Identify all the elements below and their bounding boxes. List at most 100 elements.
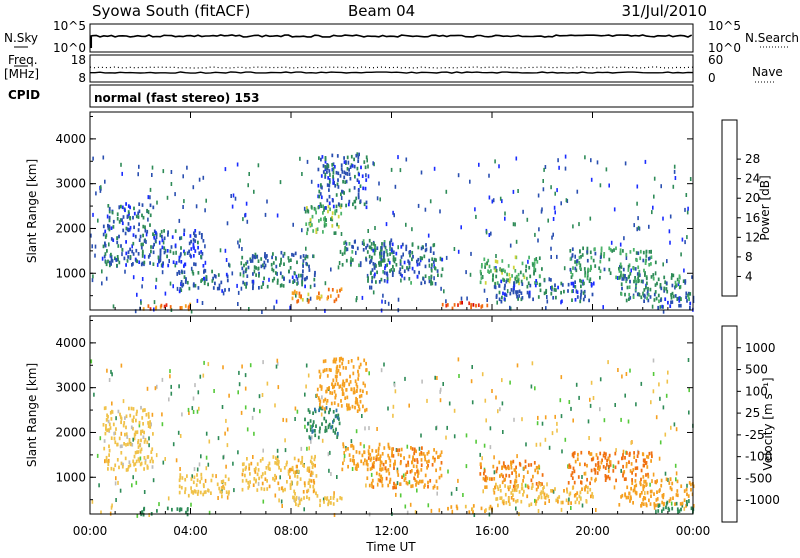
scatter-cell xyxy=(435,426,437,431)
region-cell xyxy=(621,493,624,498)
scatter-cell xyxy=(340,196,343,200)
region-cell xyxy=(335,297,338,302)
region-cell xyxy=(523,275,526,280)
region-cell xyxy=(327,204,330,209)
freq-left-tick-bottom: 8 xyxy=(78,71,86,85)
region-cell xyxy=(486,261,488,265)
region-cell xyxy=(383,255,385,260)
region-cell xyxy=(573,469,576,474)
region-cell xyxy=(493,477,496,481)
region-cell xyxy=(386,253,389,257)
region-cell xyxy=(526,276,528,281)
region-cell xyxy=(335,414,338,418)
region-cell xyxy=(317,167,320,172)
region-cell xyxy=(486,303,489,308)
scatter-cell xyxy=(112,304,115,309)
scatter-cell xyxy=(170,384,172,389)
region-cell xyxy=(378,261,380,265)
region-cell xyxy=(125,202,127,206)
region-cell xyxy=(251,259,254,263)
region-cell xyxy=(142,224,145,229)
region-cell xyxy=(201,233,203,237)
scatter-cell xyxy=(683,506,686,511)
region-cell xyxy=(117,409,120,414)
region-cell xyxy=(639,249,642,254)
cpid-strip: normal (fast stereo) 153 xyxy=(89,84,694,108)
scatter-cell xyxy=(642,484,644,489)
region-cell xyxy=(588,279,591,283)
region-cell xyxy=(138,222,140,227)
region-cell xyxy=(584,270,587,275)
region-cell xyxy=(589,487,592,492)
region-cell xyxy=(486,476,489,481)
region-cell xyxy=(589,277,592,281)
region-cell xyxy=(184,487,187,491)
region-cell xyxy=(626,285,629,290)
scatter-cell xyxy=(556,188,558,193)
region-cell xyxy=(608,246,611,251)
region-cell xyxy=(508,272,511,277)
scatter-cell xyxy=(276,448,279,453)
region-cell xyxy=(335,427,337,432)
region-cell xyxy=(356,178,359,182)
scatter-cell xyxy=(514,222,516,227)
region-cell xyxy=(147,304,150,308)
region-cell xyxy=(122,228,125,233)
region-cell xyxy=(132,459,135,464)
region-cell xyxy=(417,245,420,250)
region-cell xyxy=(283,276,285,281)
region-cell xyxy=(523,489,525,494)
region-cell xyxy=(399,267,402,271)
region-cell xyxy=(277,462,280,467)
scatter-cell xyxy=(405,222,407,227)
region-cell xyxy=(512,484,515,489)
region-cell xyxy=(180,260,183,264)
region-cell xyxy=(226,278,229,283)
region-cell xyxy=(507,278,510,282)
region-cell xyxy=(200,250,203,254)
region-cell xyxy=(118,234,120,239)
region-cell xyxy=(633,279,635,284)
region-cell xyxy=(391,447,393,451)
region-cell xyxy=(386,277,389,281)
region-cell xyxy=(592,258,595,263)
scatter-cell xyxy=(650,249,652,254)
region-cell xyxy=(656,281,658,286)
region-cell xyxy=(624,274,626,278)
region-cell xyxy=(644,261,647,265)
region-cell xyxy=(635,280,638,284)
scatter-cell xyxy=(237,450,239,455)
scatter-cell xyxy=(620,417,622,422)
region-cell xyxy=(328,499,330,503)
region-cell xyxy=(508,279,511,284)
scatter-cell xyxy=(673,164,676,169)
scatter-cell xyxy=(392,404,395,409)
scatter-cell xyxy=(244,373,247,378)
region-cell xyxy=(383,250,385,255)
scatter-cell xyxy=(309,296,312,301)
region-cell xyxy=(376,270,378,275)
region-cell xyxy=(359,184,362,188)
region-cell xyxy=(594,264,597,268)
power-cells xyxy=(90,152,695,314)
region-cell xyxy=(415,483,417,487)
region-cell xyxy=(334,382,337,387)
scatter-cell xyxy=(361,414,363,418)
region-cell xyxy=(421,479,424,484)
region-cell xyxy=(311,465,314,469)
region-cell xyxy=(568,463,571,467)
region-cell xyxy=(656,497,659,501)
region-cell xyxy=(403,478,406,482)
region-cell xyxy=(127,204,130,208)
scatter-cell xyxy=(687,358,690,362)
region-cell xyxy=(603,254,605,259)
scatter-cell xyxy=(274,403,276,408)
region-cell xyxy=(528,255,530,260)
region-cell xyxy=(456,506,459,511)
region-cell xyxy=(344,246,347,250)
region-cell xyxy=(367,449,370,453)
region-cell xyxy=(258,286,260,290)
region-cell xyxy=(142,422,144,426)
region-cell xyxy=(413,448,416,453)
region-cell xyxy=(132,415,135,419)
